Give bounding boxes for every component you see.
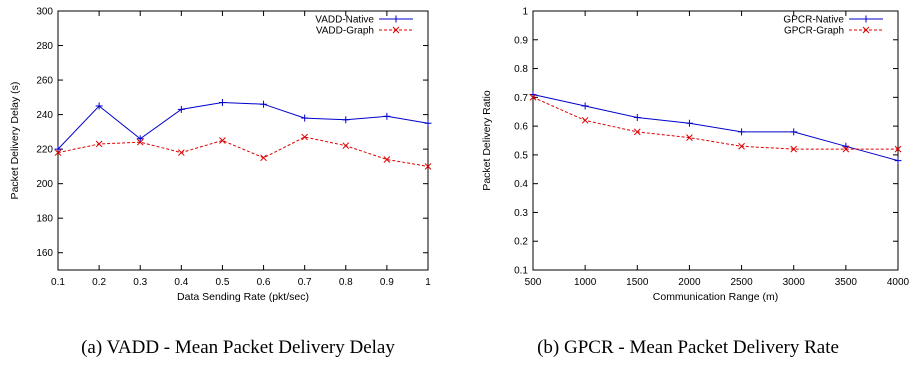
x-tick-label: 0.7: [298, 277, 312, 288]
y-tick-label: 300: [36, 7, 53, 18]
data-point: [686, 134, 693, 141]
y-tick-label: 260: [36, 76, 53, 87]
data-point: [633, 113, 641, 121]
x-tick-label: 0.6: [257, 277, 271, 288]
x-axis-label: Communication Range (m): [653, 291, 778, 303]
y-axis-label: Packet Delivery Delay (s): [9, 82, 21, 200]
data-point: [218, 99, 226, 107]
y-tick-label: 280: [36, 41, 53, 52]
legend-marker: [392, 15, 400, 23]
x-tick-label: 0.9: [380, 277, 394, 288]
y-tick-label: 0.2: [514, 237, 528, 248]
data-point: [424, 119, 432, 127]
data-point: [301, 133, 308, 141]
data-point: [177, 105, 185, 113]
chart-vadd-delay: 0.1 0.2 0.3 0.4 0.5 0.6 0.7 0.8 0.9 1 160 180 200 220…: [9, 7, 432, 303]
x-tick-label: 4000: [887, 277, 910, 288]
series-vadd-graph: [54, 133, 432, 170]
x-tick-label: 0.3: [133, 277, 147, 288]
data-point: [219, 137, 226, 144]
chart-gpcr-delivery-ratio: 500 1000 1500 2000 2500 3000 3500 4000 0.1 0.2 0.3…: [481, 7, 910, 304]
y-tick-label: 0.1: [514, 266, 528, 277]
data-point: [424, 163, 432, 170]
series-line: [532, 94, 899, 162]
y-tick-label: 1: [522, 7, 528, 18]
legend-marker: [862, 26, 870, 34]
data-point: [260, 154, 267, 162]
x-tick-label: 3500: [835, 277, 858, 288]
y-tick-label: 0.6: [514, 122, 528, 133]
x-tick-label: 2000: [678, 277, 701, 288]
data-point: [136, 135, 144, 143]
x-tick-label: 0.4: [174, 277, 188, 288]
series-gpcr-graph: [529, 94, 902, 153]
data-point: [790, 128, 798, 136]
data-point: [685, 119, 693, 127]
data-point: [342, 116, 350, 124]
x-tick-label: 1500: [626, 277, 649, 288]
series-line: [57, 136, 429, 167]
data-point: [95, 102, 103, 110]
data-point: [790, 145, 798, 153]
y-tick-label: 0.8: [514, 64, 528, 75]
y-tick-label: 220: [36, 145, 53, 156]
legend-label: GPCR-Native: [783, 15, 844, 26]
x-tick-label: 0.8: [339, 277, 353, 288]
y-tick-label: 0.5: [514, 150, 528, 161]
data-point: [894, 157, 902, 165]
plot-frame: [57, 10, 429, 271]
y-tick-label: 0.9: [514, 35, 528, 46]
series-line: [532, 96, 898, 150]
series-vadd-native: [54, 99, 432, 153]
data-point: [178, 149, 185, 156]
data-point: [738, 142, 745, 150]
x-tick-label: 1: [425, 277, 431, 288]
y-tick-label: 240: [36, 110, 53, 121]
y-tick-label: 180: [36, 214, 53, 225]
data-point: [894, 145, 902, 153]
y-tick-label: 200: [36, 179, 53, 190]
data-point: [54, 149, 62, 156]
x-axis-label: Data Sending Rate (pkt/sec): [177, 291, 309, 303]
x-tick-label: 0.2: [92, 277, 106, 288]
x-tick-label: 2500: [730, 277, 753, 288]
x-tick-label: 3000: [783, 277, 806, 288]
x-tick-label: 1000: [574, 277, 597, 288]
series-gpcr-native: [529, 90, 902, 165]
data-point: [581, 117, 589, 124]
legend-label: VADD-Graph: [316, 26, 374, 37]
data-point: [301, 114, 309, 122]
data-point: [342, 142, 350, 150]
caption-b: (b) GPCR - Mean Packet Delivery Rate: [537, 337, 839, 358]
data-point: [633, 128, 641, 136]
legend-marker: [392, 26, 400, 34]
data-point: [738, 128, 746, 136]
legend-label: VADD-Native: [315, 15, 374, 26]
data-point: [383, 112, 391, 120]
data-point: [54, 145, 62, 153]
series-line: [57, 101, 429, 150]
plot-frame: [532, 10, 899, 271]
y-tick-label: 0.7: [514, 93, 528, 104]
data-point: [260, 100, 268, 108]
legend-label: GPCR-Graph: [784, 26, 844, 37]
data-point: [842, 145, 850, 153]
caption-a: (a) VADD - Mean Packet Delivery Delay: [81, 337, 395, 358]
x-tick-label: 500: [525, 277, 542, 288]
data-point: [529, 94, 537, 101]
data-point: [581, 102, 589, 110]
x-tick-label: 0.5: [215, 277, 229, 288]
y-axis-label: Packet Delivery Ratio: [481, 90, 493, 191]
data-point: [95, 140, 103, 148]
y-tick-label: 0.3: [514, 208, 528, 219]
data-point: [136, 138, 144, 146]
data-point: [383, 156, 391, 163]
legend-marker: [862, 15, 870, 23]
y-tick-label: 160: [36, 248, 53, 259]
y-tick-label: 0.4: [514, 179, 528, 190]
x-tick-label: 0.1: [51, 277, 65, 288]
